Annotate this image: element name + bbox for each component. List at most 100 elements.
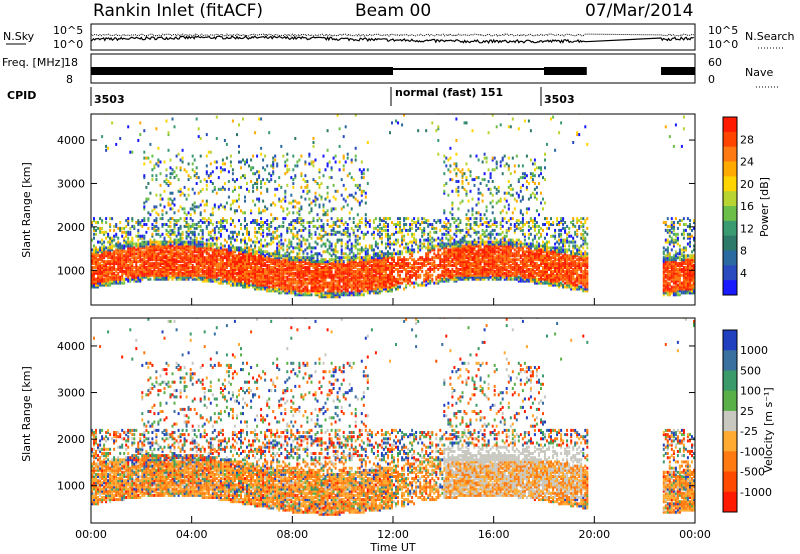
power-cell — [320, 234, 323, 238]
power-cell — [93, 232, 95, 236]
power-cell — [276, 262, 279, 266]
power-cell — [127, 260, 130, 264]
power-cell — [246, 266, 248, 269]
power-cell — [364, 283, 367, 287]
power-cell — [282, 248, 285, 252]
power-cell — [107, 271, 110, 275]
power-cell — [328, 295, 331, 299]
power-cell — [300, 281, 303, 285]
power-cell — [372, 250, 375, 254]
power-cell — [393, 283, 395, 287]
power-cell — [288, 242, 291, 246]
power-cell — [405, 242, 408, 246]
power-cell — [280, 283, 283, 287]
power-cell — [252, 154, 255, 158]
power-cell — [171, 258, 174, 262]
power-cell — [119, 266, 122, 269]
power-cell — [461, 174, 464, 178]
power-cell — [431, 277, 434, 281]
power-cell — [113, 266, 116, 269]
power-cell — [328, 287, 331, 291]
power-cell — [270, 254, 273, 258]
power-cell — [163, 275, 166, 279]
power-cell — [173, 125, 176, 129]
power-cell — [368, 269, 371, 273]
power-cell — [459, 170, 462, 174]
power-cell — [221, 168, 224, 172]
power-cell — [421, 228, 424, 232]
power-cell — [179, 254, 182, 258]
power-cell — [203, 262, 206, 266]
power-cell — [320, 258, 323, 262]
power-cell — [268, 226, 271, 230]
power-cell — [469, 246, 472, 250]
power-cell — [368, 281, 371, 285]
power-cell — [332, 250, 335, 254]
power-cell — [368, 246, 371, 250]
power-cell — [391, 256, 393, 260]
power-cell — [433, 219, 436, 223]
power-cell — [159, 267, 162, 271]
power-cell — [260, 117, 263, 121]
power-cell — [296, 256, 299, 260]
power-cell — [244, 240, 246, 244]
power-cell — [431, 224, 434, 228]
power-cell — [203, 269, 206, 273]
power-cell — [209, 236, 212, 240]
power-cell — [248, 260, 250, 264]
power-cell — [443, 267, 446, 271]
power-cell — [229, 242, 232, 246]
power-cell — [328, 224, 331, 228]
power-cell — [207, 244, 210, 248]
power-cell — [322, 213, 325, 217]
power-cell — [465, 162, 468, 166]
power-cell — [374, 283, 377, 287]
power-cell — [320, 228, 323, 232]
power-cell — [403, 266, 406, 269]
power-cell — [461, 244, 464, 248]
power-cell — [127, 230, 130, 234]
power-cell — [380, 264, 383, 267]
power-cell — [268, 273, 271, 277]
power-cell — [314, 273, 317, 277]
power-cell — [193, 234, 196, 238]
power-cell — [350, 256, 353, 260]
power-cell — [306, 185, 309, 189]
power-cell — [387, 252, 389, 256]
power-cell — [125, 277, 128, 281]
power-cell — [141, 236, 144, 240]
power-cell — [427, 238, 430, 242]
power-cell — [163, 205, 166, 209]
power-cell — [374, 267, 377, 271]
power-cell — [123, 226, 126, 230]
power-cell — [391, 289, 393, 293]
power-cell — [274, 230, 277, 234]
power-cell — [340, 248, 343, 252]
power-cell — [360, 267, 363, 271]
power-cell — [312, 269, 315, 273]
power-cell — [431, 256, 434, 260]
power-cell — [181, 252, 184, 256]
power-cell — [236, 271, 238, 275]
power-cell — [127, 232, 130, 236]
power-cell — [354, 277, 357, 281]
power-cell — [288, 283, 291, 287]
power-cell — [221, 226, 224, 230]
power-cell — [207, 262, 210, 266]
power-cell — [99, 230, 102, 234]
power-cell — [205, 133, 208, 137]
power-cell — [425, 269, 428, 273]
power-cell — [336, 230, 339, 234]
power-cell — [318, 205, 321, 209]
power-cell — [300, 195, 303, 199]
power-cell — [318, 264, 321, 267]
power-cell — [109, 246, 112, 250]
power-cell — [290, 230, 293, 234]
power-cell — [326, 293, 329, 297]
power-cell — [322, 275, 325, 279]
power-cell — [223, 182, 226, 185]
power-cell — [302, 279, 305, 283]
power-cell — [147, 269, 150, 273]
power-cell — [330, 277, 333, 281]
power-cell — [326, 291, 329, 295]
